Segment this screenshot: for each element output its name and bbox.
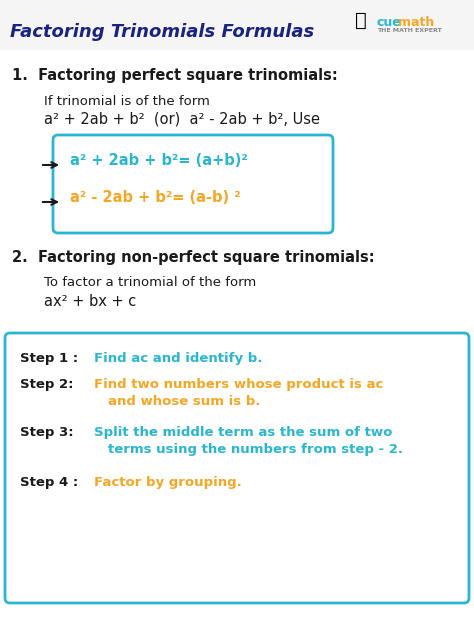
FancyBboxPatch shape xyxy=(0,0,474,50)
Text: Step 2:: Step 2: xyxy=(20,378,73,391)
Text: ax² + bx + c: ax² + bx + c xyxy=(44,294,136,309)
Text: If trinomial is of the form: If trinomial is of the form xyxy=(44,95,210,108)
Text: 1.  Factoring perfect square trinomials:: 1. Factoring perfect square trinomials: xyxy=(12,68,338,83)
Text: Step 4 :: Step 4 : xyxy=(20,476,78,489)
Text: Find two numbers whose product is ac: Find two numbers whose product is ac xyxy=(94,378,383,391)
Text: Find ac and identify b.: Find ac and identify b. xyxy=(94,352,263,365)
Text: Step 3:: Step 3: xyxy=(20,426,73,439)
Text: cue: cue xyxy=(377,16,402,29)
Text: To factor a trinomial of the form: To factor a trinomial of the form xyxy=(44,276,256,289)
Text: Factoring Trinomials Formulas: Factoring Trinomials Formulas xyxy=(10,23,314,41)
Text: and whose sum is b.: and whose sum is b. xyxy=(108,395,260,408)
FancyBboxPatch shape xyxy=(53,135,333,233)
Text: math: math xyxy=(398,16,434,29)
Text: a² + 2ab + b²  (or)  a² - 2ab + b², Use: a² + 2ab + b² (or) a² - 2ab + b², Use xyxy=(44,112,320,127)
Text: THE MATH EXPERT: THE MATH EXPERT xyxy=(377,28,442,33)
Text: Step 1 :: Step 1 : xyxy=(20,352,78,365)
FancyBboxPatch shape xyxy=(5,333,469,603)
Text: a² + 2ab + b²= (a+b)²: a² + 2ab + b²= (a+b)² xyxy=(70,153,248,168)
Text: 2.  Factoring non-perfect square trinomials:: 2. Factoring non-perfect square trinomia… xyxy=(12,250,374,265)
Text: Factor by grouping.: Factor by grouping. xyxy=(94,476,242,489)
Text: 🚀: 🚀 xyxy=(355,11,367,30)
Text: Split the middle term as the sum of two: Split the middle term as the sum of two xyxy=(94,426,392,439)
Text: terms using the numbers from step - 2.: terms using the numbers from step - 2. xyxy=(108,443,403,456)
Text: a² - 2ab + b²= (a-b) ²: a² - 2ab + b²= (a-b) ² xyxy=(70,190,241,205)
